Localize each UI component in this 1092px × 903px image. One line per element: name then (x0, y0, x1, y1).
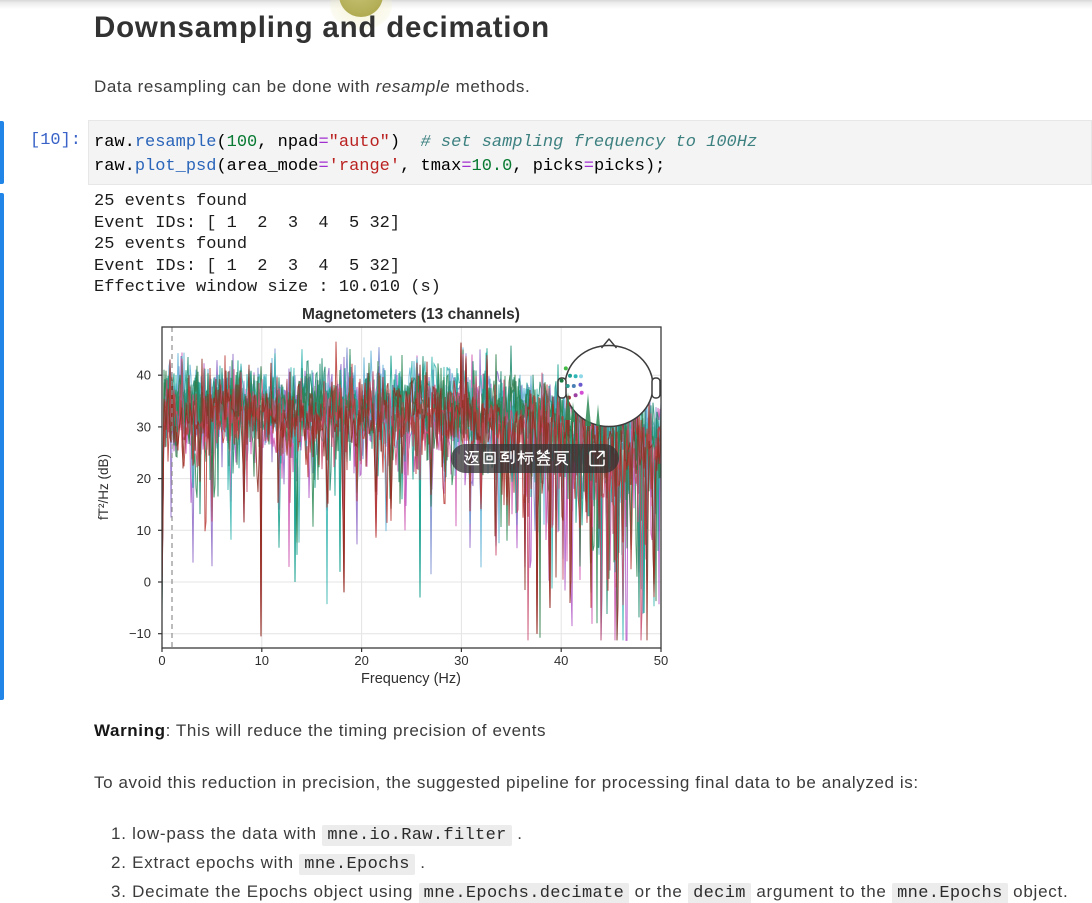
svg-text:20: 20 (137, 471, 151, 486)
svg-text:40: 40 (554, 653, 568, 668)
svg-text:fT²/Hz (dB): fT²/Hz (dB) (96, 454, 111, 520)
svg-text:20: 20 (354, 653, 368, 668)
svg-text:0: 0 (144, 575, 151, 590)
svg-text:10: 10 (137, 523, 151, 538)
svg-text:40: 40 (137, 368, 151, 383)
svg-text:50: 50 (654, 653, 668, 668)
svg-text:30: 30 (137, 419, 151, 434)
svg-text:Magnetometers (13 channels): Magnetometers (13 channels) (302, 306, 520, 323)
svg-text:0: 0 (158, 653, 165, 668)
svg-text:10: 10 (255, 653, 269, 668)
svg-text:30: 30 (454, 653, 468, 668)
svg-text:Frequency (Hz): Frequency (Hz) (361, 671, 461, 687)
svg-text:−10: −10 (129, 626, 151, 641)
